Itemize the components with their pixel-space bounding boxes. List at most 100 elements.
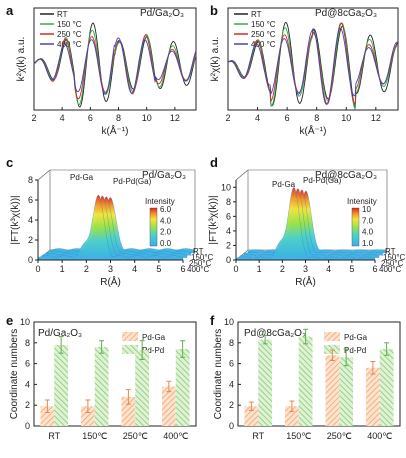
x-tick-label: 250℃ bbox=[123, 431, 148, 441]
y-axis-label: Coordinate numbers bbox=[9, 329, 20, 420]
legend-250-label: 250 °C bbox=[57, 30, 82, 39]
panel-e-letter: e bbox=[6, 313, 13, 328]
x-tick-label: 1 bbox=[60, 264, 65, 274]
panel-c-letter: c bbox=[6, 155, 13, 170]
y-axis-label: Coordinate numbers bbox=[213, 329, 224, 420]
y-tick-label: 2 bbox=[229, 400, 234, 410]
colorbar-title: Intensity bbox=[145, 197, 175, 206]
panel-f-sample: Pd@8cGa₂O₃ bbox=[244, 328, 306, 339]
x-tick-label: 6 bbox=[372, 264, 377, 274]
x-tick-label: 150℃ bbox=[82, 431, 107, 441]
panel-c-annotations: Pd-Ga Pd-Pd(Ga) Intensity bbox=[70, 173, 175, 206]
x-tick-label: 250℃ bbox=[327, 431, 352, 441]
plot-frame bbox=[237, 321, 401, 427]
legend-pd-ga-swatch bbox=[122, 332, 138, 341]
legend-pd-pd-label: Pd-Pd bbox=[344, 346, 366, 355]
pd-pd-annotation: Pd-Pd(Ga) bbox=[303, 176, 342, 185]
legend-rt-label: RT bbox=[57, 10, 68, 19]
y-tick-label: 6 bbox=[28, 195, 33, 205]
x-tick-label: 0 bbox=[233, 264, 238, 274]
x-tick-label: 0 bbox=[35, 264, 40, 274]
temp-label: 150°C bbox=[383, 253, 406, 262]
legend-250-label: 250 °C bbox=[251, 30, 276, 39]
panel-b-chart: 2 4 6 8 10 12 k(Å⁻¹) k²χ(k) a.u. bbox=[210, 7, 399, 137]
y-tick-label: 8 bbox=[226, 197, 231, 207]
x-tick-label: 4 bbox=[255, 113, 260, 123]
bar-pd-ga bbox=[121, 396, 136, 426]
colorbar-tick-label: 7.0 bbox=[362, 216, 374, 225]
x-axis-label: k(Å⁻¹) bbox=[102, 124, 129, 137]
legend-pd-pd-label: Pd-Pd bbox=[142, 346, 164, 355]
x-tick-label: 10 bbox=[341, 113, 351, 123]
x-tick-label: 12 bbox=[170, 113, 180, 123]
colorbar-tick-label: 4.0 bbox=[362, 228, 374, 237]
y-tick-label: 2 bbox=[226, 240, 231, 250]
ft-ribbon-1 bbox=[239, 188, 380, 258]
colorbar-tick-label: 4.0 bbox=[160, 216, 172, 225]
y-axis-label: k²χ(k) a.u. bbox=[16, 37, 27, 82]
y-tick-label: 4 bbox=[25, 379, 30, 389]
x-tick-label: RT bbox=[252, 431, 264, 441]
y-tick-label: 8 bbox=[25, 338, 30, 348]
panel-d-annotations: Pd-Ga Pd-Pd(Ga) Intensity bbox=[272, 176, 377, 206]
depth-edges bbox=[235, 169, 249, 261]
legend-pd-pd-swatch bbox=[122, 345, 138, 354]
y-tick-label: 0 bbox=[28, 255, 33, 265]
ft-ribbon-3 bbox=[49, 197, 196, 253]
x-tick-label: 1 bbox=[257, 264, 262, 274]
x-tick-label: 400℃ bbox=[163, 431, 188, 441]
panel-f-letter: f bbox=[210, 313, 215, 328]
panel-e-legend: Pd-Ga Pd-Pd bbox=[122, 332, 166, 355]
y-tick-label: 2 bbox=[25, 400, 30, 410]
x-tick-label: 5 bbox=[156, 264, 161, 274]
bar-pd-ga bbox=[325, 355, 340, 426]
plot-frame bbox=[227, 7, 399, 111]
bar-pd-pd bbox=[339, 357, 354, 426]
y-tick-label: 0 bbox=[229, 421, 234, 431]
x-axis-label: R(Å) bbox=[100, 275, 121, 288]
panel-c-sample: Pd/Ga₂O₃ bbox=[142, 170, 186, 181]
bar-pd-ga bbox=[161, 386, 176, 426]
colorbar bbox=[351, 207, 360, 247]
bar-pd-pd bbox=[298, 336, 313, 426]
bar-pd-ga bbox=[284, 406, 299, 426]
panel-a-chart: 2 4 6 8 10 12 k(Å⁻¹) k²χ(k) a.u. bbox=[16, 7, 197, 137]
colorbar-tick-label: 6.0 bbox=[160, 205, 172, 214]
temp-label: 400°C bbox=[187, 265, 210, 274]
bar-pd-pd bbox=[54, 344, 69, 426]
x-tick-label: 12 bbox=[371, 113, 381, 123]
x-tick-label: 2 bbox=[225, 113, 230, 123]
bar-pd-ga bbox=[244, 406, 259, 426]
x-axis-label: R(Å) bbox=[295, 275, 316, 288]
colorbar-tick-label: 10 bbox=[362, 205, 371, 214]
legend-pd-pd-swatch bbox=[324, 345, 340, 354]
bar-pd-pd bbox=[258, 339, 273, 426]
x-tick-label: 4 bbox=[326, 264, 331, 274]
ft-ribbon-0 bbox=[235, 186, 376, 261]
bar-pd-pd bbox=[135, 350, 150, 426]
panel-a-sample: Pd/Ga₂O₃ bbox=[140, 8, 184, 19]
pd-pd-annotation: Pd-Pd(Ga) bbox=[113, 177, 152, 186]
legend-150-label: 150 °C bbox=[251, 20, 276, 29]
x-tick-label: 6 bbox=[180, 264, 185, 274]
bar-pd-ga bbox=[40, 406, 55, 426]
pd-ga-annotation: Pd-Ga bbox=[70, 173, 94, 182]
series-line-3 bbox=[227, 27, 399, 105]
legend-pd-ga-label: Pd-Ga bbox=[344, 333, 368, 342]
x-tick-label: 2 bbox=[84, 264, 89, 274]
x-tick-label: 4 bbox=[132, 264, 137, 274]
plot-layer: 2 4 6 8 10 12k(Å⁻¹)k²χ(k) a.u.2 4 6 8 10 12k(Å⁻¹)k… bbox=[9, 7, 406, 441]
x-axis-label: k(Å⁻¹) bbox=[300, 124, 327, 137]
legend-rt-label: RT bbox=[251, 10, 262, 19]
panel-e-sample: Pd/Ga₂O₃ bbox=[38, 328, 82, 339]
bar-pd-pd bbox=[94, 346, 109, 426]
bar-pd-pd bbox=[175, 349, 190, 426]
x-tick-label: 8 bbox=[116, 113, 121, 123]
y-tick-label: 6 bbox=[226, 211, 231, 221]
y-axis-label: |FT(k³χ(k))| bbox=[10, 195, 21, 244]
series-line-3 bbox=[33, 37, 197, 95]
colorbar-tick-label: 1.0 bbox=[362, 239, 374, 248]
